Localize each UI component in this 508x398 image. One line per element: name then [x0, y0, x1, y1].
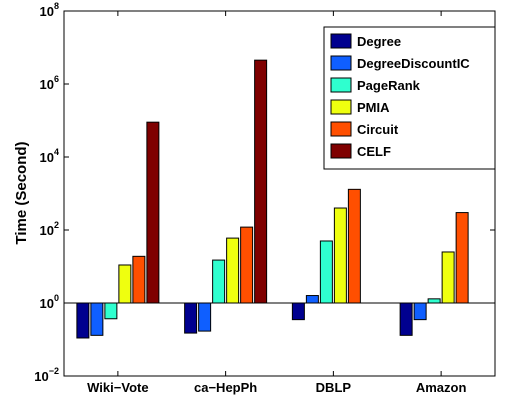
bar-degree-wiki-vote	[76, 302, 90, 339]
y-tick-base: 10	[40, 223, 54, 238]
bar-pmia-ca-hepph	[226, 237, 240, 304]
legend-label-circuit: Circuit	[357, 122, 399, 137]
bar-pagerank-dblp	[319, 240, 333, 304]
bar-pmia-dblp	[333, 207, 347, 304]
y-tick-exponent: 2	[54, 220, 59, 230]
legend-swatch-pagerank	[330, 77, 352, 93]
legend-swatch-degreediscountic	[330, 55, 352, 71]
y-tick-label: 104	[40, 147, 59, 165]
legend-swatch-pmia	[330, 99, 352, 115]
bar-degree-ca-hepph	[184, 302, 198, 334]
y-axis-title: Time (Second)	[13, 141, 30, 244]
y-tick-exponent: −2	[49, 366, 59, 376]
legend-label-pmia: PMIA	[357, 100, 390, 115]
y-tick-label: 102	[40, 220, 59, 238]
bar-pmia-amazon	[441, 251, 455, 304]
bar-celf-wiki-vote	[146, 121, 160, 304]
bar-circuit-dblp	[347, 188, 361, 304]
x-tick-label: DBLP	[316, 380, 352, 395]
bar-pmia-wiki-vote	[118, 264, 132, 304]
y-tick-base: 10	[40, 4, 54, 19]
y-tick-base: 10	[40, 150, 54, 165]
legend-swatch-circuit	[330, 121, 352, 137]
bar-degree-amazon	[399, 302, 413, 336]
y-tick-exponent: 8	[54, 1, 59, 11]
legend-label-degreediscountic: DegreeDiscountIC	[357, 56, 470, 71]
legend-label-celf: CELF	[357, 144, 391, 159]
bar-circuit-ca-hepph	[240, 226, 254, 304]
bar-pagerank-wiki-vote	[104, 302, 118, 320]
bar-degreediscountic-dblp	[305, 295, 319, 304]
legend-swatch-celf	[330, 143, 352, 159]
bar-pagerank-ca-hepph	[212, 259, 226, 304]
y-tick-exponent: 0	[54, 293, 59, 303]
y-tick-label: 100	[40, 293, 59, 311]
legend-swatch-degree	[330, 33, 352, 49]
bar-degreediscountic-amazon	[413, 302, 427, 321]
bar-celf-ca-hepph	[254, 59, 268, 304]
bar-circuit-wiki-vote	[132, 255, 146, 304]
plot-frame	[63, 10, 496, 377]
y-tick-exponent: 4	[54, 147, 59, 157]
bar-degreediscountic-ca-hepph	[198, 302, 212, 332]
legend: Degree DegreeDiscountIC PageRank PMIA Circui…	[323, 26, 496, 170]
y-tick-base: 10	[40, 296, 54, 311]
x-tick-label: ca−HepPh	[194, 380, 257, 395]
y-tick-label: 10−2	[34, 366, 59, 384]
x-tick-label: Wiki−Vote	[87, 380, 148, 395]
y-tick-exponent: 6	[54, 74, 59, 84]
legend-label-degree: Degree	[357, 34, 401, 49]
bar-circuit-amazon	[455, 212, 469, 304]
y-tick-base: 10	[34, 369, 48, 384]
x-tick-label: Amazon	[416, 380, 467, 395]
bar-degree-dblp	[291, 302, 305, 321]
y-tick-base: 10	[40, 77, 54, 92]
bar-degreediscountic-wiki-vote	[90, 302, 104, 336]
y-tick-label: 108	[40, 1, 59, 19]
y-tick-label: 106	[40, 74, 59, 92]
x-axis-ticks: Wiki−Vote ca−HepPh DBLP Amazon	[87, 11, 466, 395]
bar-pagerank-amazon	[427, 298, 441, 304]
legend-box	[323, 26, 496, 170]
legend-label-pagerank: PageRank	[357, 78, 421, 93]
